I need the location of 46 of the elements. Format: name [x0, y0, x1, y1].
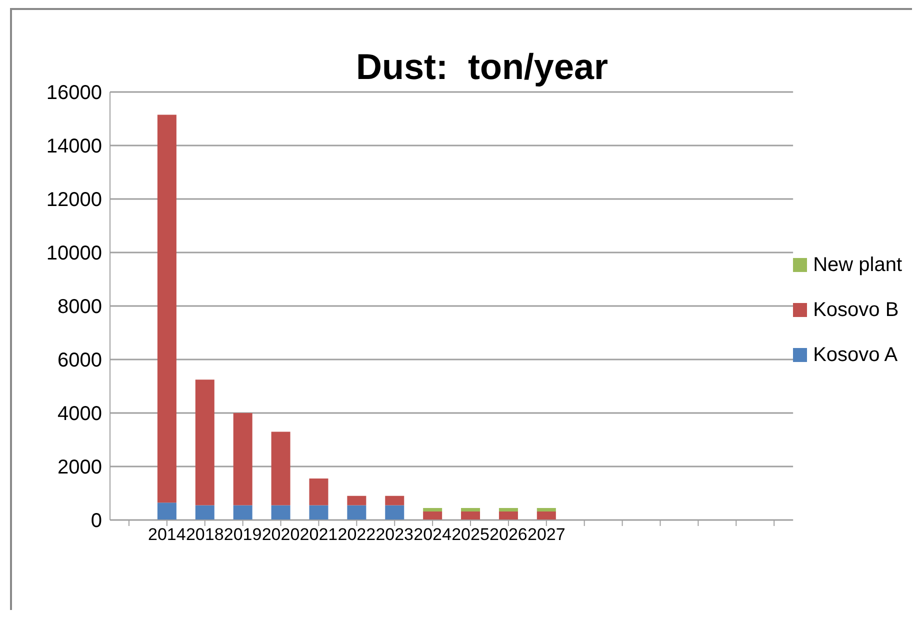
bar — [309, 478, 328, 506]
bar — [423, 508, 442, 512]
bar — [536, 511, 556, 520]
bar — [385, 496, 404, 506]
y-tick-label: 8000 — [58, 296, 102, 318]
bar — [347, 505, 366, 520]
x-tick-label: 2019 — [224, 525, 262, 544]
y-tick-label: 10000 — [46, 242, 102, 265]
bar — [233, 413, 252, 506]
bar — [536, 508, 556, 512]
bar — [423, 511, 442, 520]
bar — [157, 502, 176, 520]
bar — [347, 496, 366, 506]
y-tick-label: 0 — [90, 510, 102, 532]
bar — [498, 508, 518, 512]
x-tick-label: 2027 — [527, 525, 566, 544]
y-tick-label: 2000 — [58, 456, 102, 479]
chart-title: Dust: ton/year — [354, 46, 610, 88]
legend-label: New plant — [813, 254, 902, 276]
legend-label: Kosovo B — [813, 298, 899, 322]
x-tick-label: 2025 — [452, 525, 490, 544]
y-tick-label: 16000 — [46, 82, 102, 104]
legend-label: Kosovo A — [813, 344, 898, 366]
x-tick-label: 2024 — [414, 525, 452, 544]
x-tick-label: 2018 — [186, 525, 224, 544]
y-tick-label: 6000 — [58, 350, 102, 372]
bar — [233, 505, 252, 520]
bar — [385, 505, 404, 520]
bar — [461, 511, 480, 520]
x-tick-label: 2022 — [338, 525, 376, 544]
y-tick-label: 14000 — [46, 136, 102, 158]
bar — [195, 505, 214, 520]
bar — [309, 505, 328, 520]
x-tick-label: 2021 — [300, 525, 338, 544]
x-tick-label: 2023 — [376, 525, 414, 544]
bar — [271, 505, 290, 520]
bar — [157, 114, 176, 503]
bar — [195, 380, 214, 506]
x-tick-label: 2014 — [148, 525, 186, 544]
bar — [498, 511, 518, 520]
bar — [461, 508, 480, 512]
x-tick-label: 2026 — [490, 525, 528, 544]
y-tick-label: 12000 — [46, 189, 102, 212]
x-tick-label: 2020 — [262, 525, 300, 544]
y-tick-label: 4000 — [58, 403, 102, 426]
bar — [271, 432, 290, 506]
